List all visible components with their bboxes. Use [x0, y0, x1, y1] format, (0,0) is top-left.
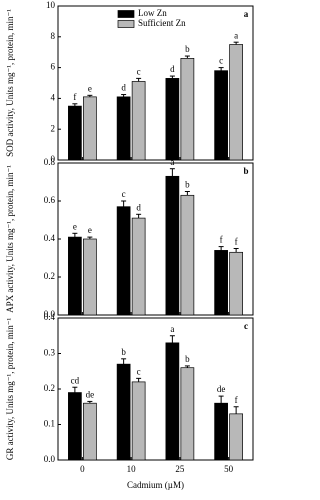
y-tick-label: 0.4	[44, 233, 56, 243]
significance-letter: b	[185, 44, 190, 54]
significance-letter: c	[137, 366, 141, 376]
significance-letter: d	[136, 202, 141, 212]
y-tick-label: 0.0	[44, 454, 56, 464]
x-tick-label: 10	[127, 464, 137, 474]
bar	[214, 70, 228, 161]
y-tick-label: 0.4	[44, 312, 56, 322]
bar	[165, 175, 180, 316]
significance-letter: de	[217, 384, 226, 394]
significance-letter: c	[122, 189, 126, 199]
y-tick-label: 0.1	[44, 419, 55, 429]
significance-letter: e	[73, 221, 77, 231]
y-axis-label: GR activity, Units mg⁻¹, protein, min⁻¹	[5, 318, 15, 461]
y-tick-label: 0.3	[44, 348, 56, 358]
legend-label: Sufficient Zn	[138, 18, 186, 28]
bar	[131, 381, 146, 461]
legend-swatch	[117, 20, 135, 28]
x-tick-label: 25	[175, 464, 185, 474]
significance-letter: e	[88, 83, 92, 93]
panel-label: c	[244, 321, 248, 331]
significance-letter: d	[170, 64, 175, 74]
bar	[68, 392, 82, 461]
significance-letter: e	[88, 225, 92, 235]
significance-letter: b	[185, 354, 190, 364]
chart: 0 2 4 6 8 10 SOD activity, Units mg⁻¹, protein…	[5, 0, 254, 490]
panel-label: a	[244, 9, 249, 19]
panel-label: b	[243, 166, 248, 176]
significance-letter: de	[86, 389, 95, 399]
bar	[180, 58, 195, 161]
significance-letter: f	[220, 235, 223, 245]
significance-letter: a	[170, 324, 174, 334]
bar	[116, 206, 131, 316]
y-tick-label: 0.2	[44, 383, 55, 393]
significance-letter: c	[137, 66, 141, 76]
y-tick-label: 0.0	[44, 309, 56, 319]
y-tick-label: 10	[46, 0, 56, 10]
bar	[229, 413, 243, 461]
bar	[180, 194, 195, 316]
significance-letter: f	[235, 395, 238, 405]
y-tick-label: 0	[51, 154, 56, 164]
y-tick-label: 6	[51, 62, 56, 72]
y-axis-label: APX activity, Units mg⁻¹, protein, min⁻¹	[5, 165, 15, 313]
significance-letter: c	[219, 56, 223, 66]
legend-label: Low Zn	[138, 8, 167, 18]
bar	[214, 402, 228, 461]
bar	[180, 367, 195, 461]
plot-frame	[57, 5, 254, 161]
bar	[83, 238, 97, 316]
y-tick-label: 0.2	[44, 271, 55, 281]
bar	[131, 217, 146, 316]
y-tick-label: 0.8	[44, 157, 56, 167]
x-tick-label: 50	[224, 464, 234, 474]
significance-letter: f	[235, 237, 238, 247]
bar	[116, 363, 131, 461]
significance-letter: a	[234, 30, 238, 40]
y-tick-label: 0.6	[44, 195, 56, 205]
significance-letter: cd	[71, 375, 80, 385]
significance-letter: b	[121, 347, 126, 357]
significance-letter: f	[73, 92, 76, 102]
bar	[68, 105, 82, 161]
y-axis-label: SOD activity, Units mg⁻¹, protein, min⁻¹	[5, 9, 15, 157]
bar	[116, 96, 131, 161]
bar	[229, 251, 243, 316]
x-axis-label: Cadmium (µM)	[127, 480, 184, 490]
bar	[229, 44, 243, 161]
bar	[68, 236, 82, 316]
significance-letter: a	[170, 157, 174, 167]
bar	[131, 81, 146, 161]
legend-swatch	[117, 10, 135, 18]
y-tick-label: 8	[51, 31, 56, 41]
y-tick-label: 4	[51, 92, 56, 102]
bar	[165, 342, 180, 461]
y-tick-label: 2	[51, 123, 56, 133]
significance-letter: b	[185, 180, 190, 190]
significance-letter: d	[121, 83, 126, 93]
bar	[83, 96, 97, 161]
bar	[83, 402, 97, 461]
x-tick-label: 0	[80, 464, 85, 474]
bar	[214, 250, 228, 316]
bar	[165, 78, 180, 161]
